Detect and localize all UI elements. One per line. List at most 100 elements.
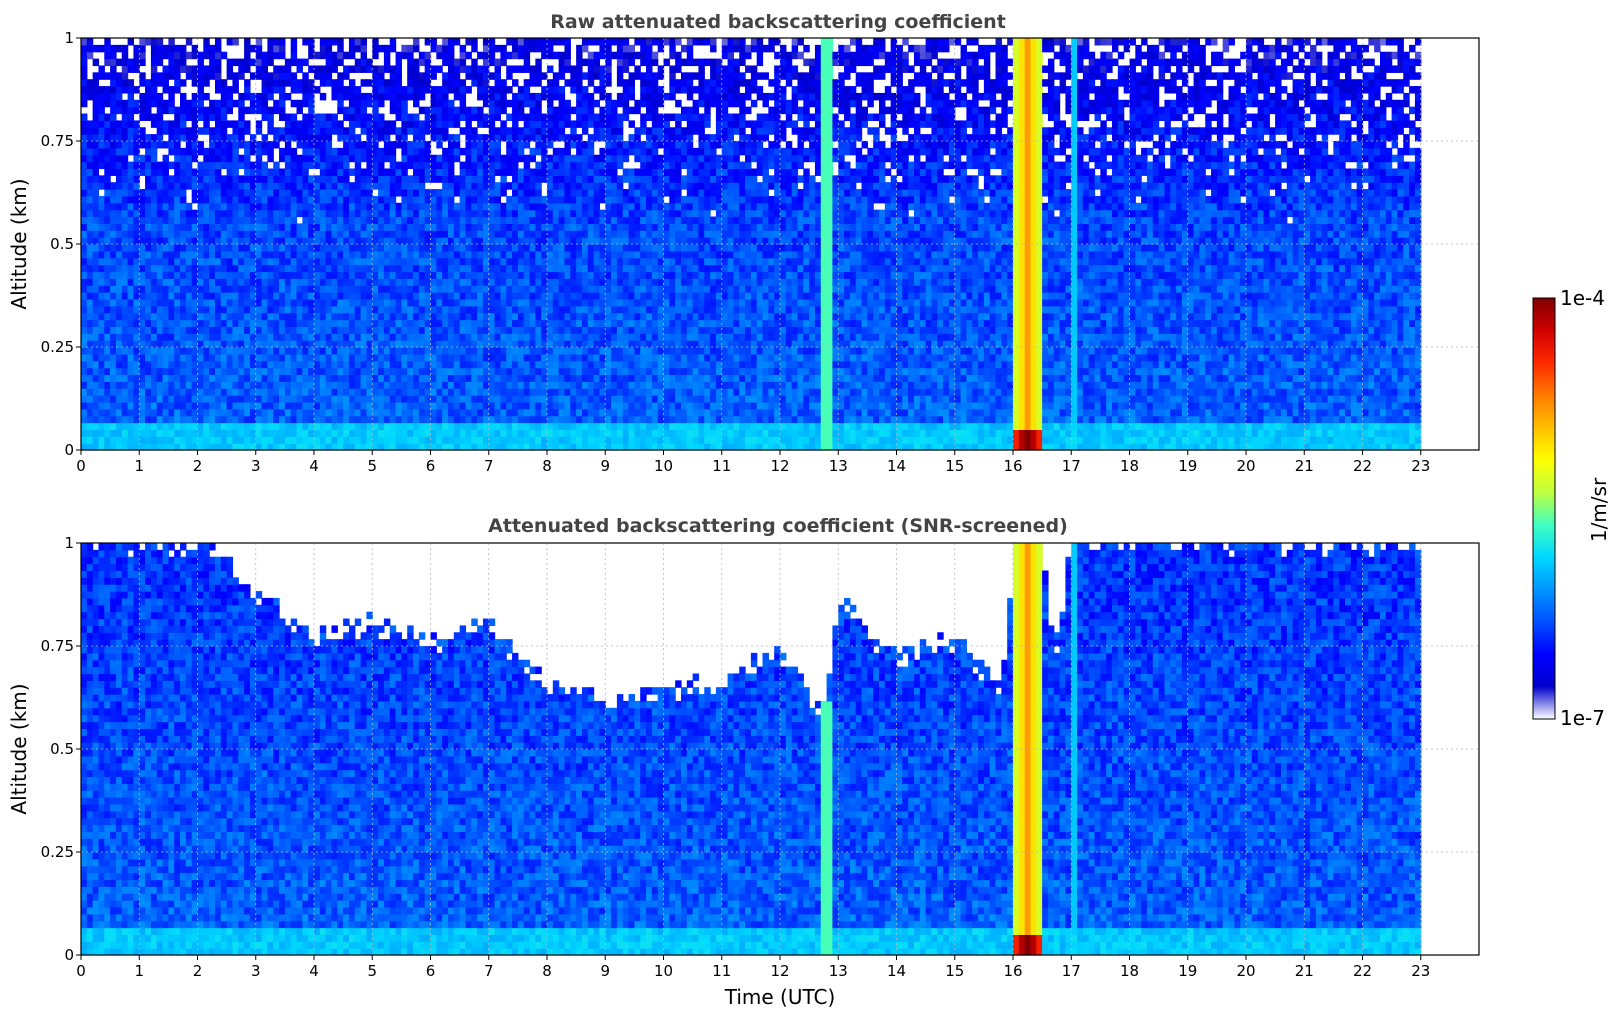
heatmap-cell [407,59,413,66]
heatmap-cell [203,313,209,320]
heatmap-cell [436,244,442,251]
heatmap-cell [500,217,506,224]
heatmap-cell [262,265,268,272]
heatmap-cell [361,395,367,402]
heatmap-cell [273,237,279,244]
heatmap-cell [495,162,501,169]
heatmap-cell [471,65,477,72]
heatmap-cell [477,340,483,347]
heatmap-cell [349,368,355,375]
heatmap-cell [221,196,227,203]
heatmap-cell [116,285,122,292]
heatmap-cell [81,141,87,148]
heatmap-cell [559,148,565,155]
heatmap-cell [116,306,122,313]
heatmap-cell [431,230,437,237]
heatmap-cell [256,120,262,127]
heatmap-cell [588,59,594,66]
heatmap-cell [378,79,384,86]
heatmap-cell [87,86,93,93]
heatmap-cell [436,333,442,340]
heatmap-cell [331,354,337,361]
heatmap-cell [407,299,413,306]
heatmap-cell [87,45,93,52]
heatmap-cell [122,388,128,395]
heatmap-cell [506,162,512,169]
heatmap-cell [518,265,524,272]
heatmap-cell [326,368,332,375]
heatmap-cell [582,230,588,237]
heatmap-cell [390,313,396,320]
heatmap-cell [413,127,419,134]
heatmap-cell [238,223,244,230]
heatmap-cell [221,306,227,313]
heatmap-cell [110,141,116,148]
heatmap-cell [139,320,145,327]
heatmap-cell [524,416,530,423]
heatmap-cell [384,189,390,196]
heatmap-cell [244,203,250,210]
heatmap-cell [576,59,582,66]
heatmap-cell [273,381,279,388]
heatmap-cell [390,65,396,72]
heatmap-cell [221,251,227,258]
heatmap-cell [500,271,506,278]
heatmap-cell [198,409,204,416]
heatmap-cell [500,127,506,134]
heatmap-cell [128,409,134,416]
heatmap-cell [588,210,594,217]
heatmap-cell [291,203,297,210]
heatmap-cell [81,182,87,189]
heatmap-cell [104,141,110,148]
heatmap-cell [442,217,448,224]
heatmap-cell [588,217,594,224]
heatmap-cell [524,381,530,388]
heatmap-cell [157,45,163,52]
heatmap-cell [93,333,99,340]
heatmap-cell [128,230,134,237]
heatmap-cell [454,320,460,327]
heatmap-cell [98,120,104,127]
heatmap-cell [431,333,437,340]
heatmap-cell [174,210,180,217]
heatmap-cell [320,285,326,292]
heatmap-cell [436,347,442,354]
heatmap-cell [384,361,390,368]
heatmap-cell [454,210,460,217]
heatmap-cell [564,306,570,313]
heatmap-cell [81,313,87,320]
heatmap-cell [506,429,512,436]
heatmap-cell [314,347,320,354]
heatmap-cell [384,374,390,381]
heatmap-cell [145,141,151,148]
heatmap-cell [413,340,419,347]
heatmap-cell [477,258,483,265]
heatmap-cell [238,237,244,244]
heatmap-cell [448,38,454,45]
heatmap-cell [594,100,600,107]
heatmap-cell [116,155,122,162]
heatmap-cell [564,134,570,141]
heatmap-cell [570,182,576,189]
heatmap-cell [238,388,244,395]
heatmap-cell [594,168,600,175]
heatmap-cell [431,244,437,251]
heatmap-cell [203,388,209,395]
heatmap-cell [460,285,466,292]
heatmap-cell [145,320,151,327]
heatmap-cell [489,368,495,375]
heatmap-cell [407,175,413,182]
heatmap-cell [337,86,343,93]
heatmap-cell [477,326,483,333]
heatmap-cell [203,127,209,134]
heatmap-cell [594,313,600,320]
heatmap-cell [331,374,337,381]
heatmap-cell [116,141,122,148]
heatmap-cell [524,134,530,141]
heatmap-cell [297,354,303,361]
heatmap-cell [98,148,104,155]
heatmap-cell [407,320,413,327]
heatmap-cell [238,196,244,203]
heatmap-cell [506,230,512,237]
heatmap-cell [279,114,285,121]
